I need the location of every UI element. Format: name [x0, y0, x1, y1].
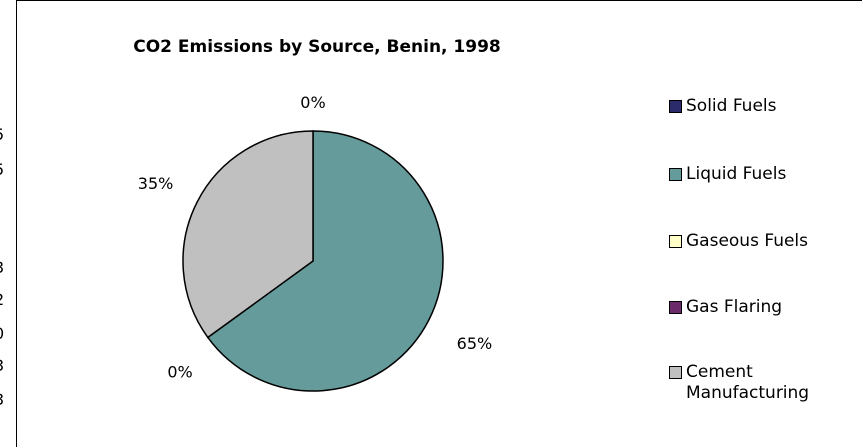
pie-label-cement-manufacturing: 35% [138, 174, 174, 193]
pie-chart: 0% 65% 0% 35% [138, 93, 492, 392]
left-fragment: 3 [0, 260, 4, 276]
left-fragment: 5 [0, 162, 4, 178]
legend-label: Gaseous Fuels [686, 231, 809, 251]
pie-label-liquid-fuels: 65% [457, 334, 493, 353]
pie-label-gas-flaring: 0% [167, 362, 192, 381]
legend-item-solid-fuels: Solid Fuels [669, 96, 777, 117]
legend-label: Solid Fuels [686, 96, 777, 116]
legend-label: Cement Manufacturing [686, 362, 810, 403]
legend-swatch [669, 100, 682, 113]
left-fragment: 5 [0, 127, 4, 143]
pie-slices [182, 130, 444, 392]
legend-swatch [669, 366, 682, 379]
pie-slice-liquid-fuels [206, 130, 444, 392]
left-cut-off-numbers: 5 5 3 2 0 3 3 [0, 0, 14, 447]
pie-slice-cement-manufacturing [182, 130, 314, 339]
legend-swatch [669, 235, 682, 248]
left-fragment: 0 [0, 326, 4, 342]
left-fragment: 2 [0, 292, 4, 308]
legend-item-cement-manufacturing: Cement Manufacturing [669, 362, 856, 404]
chart-title: CO2 Emissions by Source, Benin, 1998 [133, 37, 501, 57]
chart-area: CO2 Emissions by Source, Benin, 1998 0% 6… [16, 0, 862, 447]
legend-item-gaseous-fuels: Gaseous Fuels [669, 231, 808, 252]
legend-item-gas-flaring: Gas Flaring [669, 297, 782, 318]
legend-label: Liquid Fuels [686, 164, 787, 184]
left-fragment: 3 [0, 358, 4, 374]
pie-labels: 0% 65% 0% 35% [138, 93, 492, 381]
legend-label: Gas Flaring [686, 297, 783, 317]
pie-label-solid-fuels: 0% [300, 93, 325, 112]
legend-swatch [669, 301, 682, 314]
legend-swatch [669, 168, 682, 181]
left-fragment: 3 [0, 392, 4, 408]
legend-item-liquid-fuels: Liquid Fuels [669, 164, 786, 185]
